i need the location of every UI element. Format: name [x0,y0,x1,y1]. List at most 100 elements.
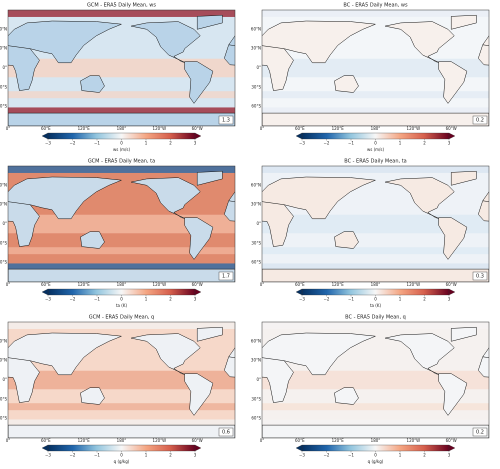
value-box [472,271,488,281]
colorbar-tick-label: 2 [169,297,172,302]
land [184,217,214,260]
land [8,20,122,64]
colorbar-extend [295,288,303,296]
land [228,347,235,358]
lon-label: 60°E [41,282,51,287]
lon-label: 120°W [407,282,421,287]
colorbar-tick-label: 0 [120,141,123,146]
land [130,21,201,64]
land [384,177,455,220]
lon-label: 60°W [192,126,203,131]
lon-label: 0° [260,126,265,131]
value-label: 0.3 [476,274,484,280]
land [488,424,489,438]
lat-label: 30°S [0,396,7,401]
land [262,424,489,438]
lat-label: 60°S [251,260,261,265]
pole-band [8,10,235,17]
band [8,214,235,234]
lat-label: 0° [2,377,7,382]
colorbar-tick-label: −1 [94,297,100,302]
land [482,191,489,202]
lat-label: 30°S [0,84,7,89]
lon-label: 120°E [78,282,91,287]
land [196,326,223,342]
pole-band [8,107,235,114]
lat-label: 60°N [0,182,7,187]
colorbar-label: q (g/kg) [114,459,130,464]
land [384,21,455,64]
colorbar-tick-label: −3 [45,297,51,302]
lon-label: 120°W [153,282,167,287]
pole-band [8,419,235,426]
colorbar-tick-label: −1 [94,453,100,458]
colorbar-tick-label: −3 [45,453,51,458]
map [262,10,489,126]
band [8,91,235,99]
lon-label: 60°W [446,126,457,131]
colorbar-extend [448,288,456,296]
colorbar-label: ws (m/s) [367,147,385,152]
map-frame [7,165,236,283]
lat-label: 0° [256,65,261,70]
lon-label: 180° [117,438,127,443]
land [478,356,489,378]
value-box [472,115,488,125]
colorbar-tick-label: 3 [448,453,451,458]
land [384,333,455,376]
map [8,322,235,438]
lat-label: 0° [256,221,261,226]
colorbar-extend [41,288,49,296]
land [334,231,359,249]
lat-label: 60°N [0,26,7,31]
land [334,75,359,93]
land [228,35,235,46]
land [438,373,468,416]
colorbar-label: ws (m/s) [113,147,131,152]
lon-label: 60°E [295,126,305,131]
colorbar-label: q (g/kg) [368,459,384,464]
lat-label: 60°N [251,26,261,31]
land [8,424,9,438]
land [224,44,235,66]
map-frame [261,9,490,127]
band [8,247,235,255]
band [8,403,235,411]
map-frame [7,321,236,439]
map [8,10,235,126]
lat-label: 60°S [0,260,7,265]
land [478,44,489,66]
value-box [472,427,488,437]
band [8,58,235,78]
lon-label: 60°E [41,126,51,131]
map-frame [261,165,490,283]
land [8,268,9,282]
land [184,61,214,104]
lon-label: 180° [371,438,381,443]
colorbar-tick-label: −2 [324,141,330,146]
lon-label: 120°W [153,126,167,131]
colorbar-tick-label: 0 [120,453,123,458]
lon-label: 180° [117,126,127,131]
panel: GCM - ERA5 Daily Mean, ws 60°N 30°N 0° 30°S 6… [0,3,236,152]
panel-title: GCM - ERA5 Daily Mean, ws [87,3,156,9]
land [488,268,489,282]
land [224,356,235,378]
lon-label: 120°W [407,438,421,443]
lon-label: 60°E [295,282,305,287]
land [130,177,201,220]
pole-band [8,166,235,173]
panel-title: GCM - ERA5 Daily Mean, ta [88,159,155,165]
band [262,403,489,411]
pole-band [8,322,235,329]
land [8,176,122,220]
land [228,191,235,202]
panel-title: BC - ERA5 Daily Mean, q [345,315,406,321]
panel: BC - ERA5 Daily Mean, ta 60°N 30°N 0° 30°S 60… [251,159,490,308]
lat-label: 30°S [0,240,7,245]
colorbar-tick-label: 1 [399,141,402,146]
band [262,247,489,255]
lat-label: 0° [256,377,261,382]
lon-label: 0° [260,282,265,287]
lat-label: 60°S [251,104,261,109]
